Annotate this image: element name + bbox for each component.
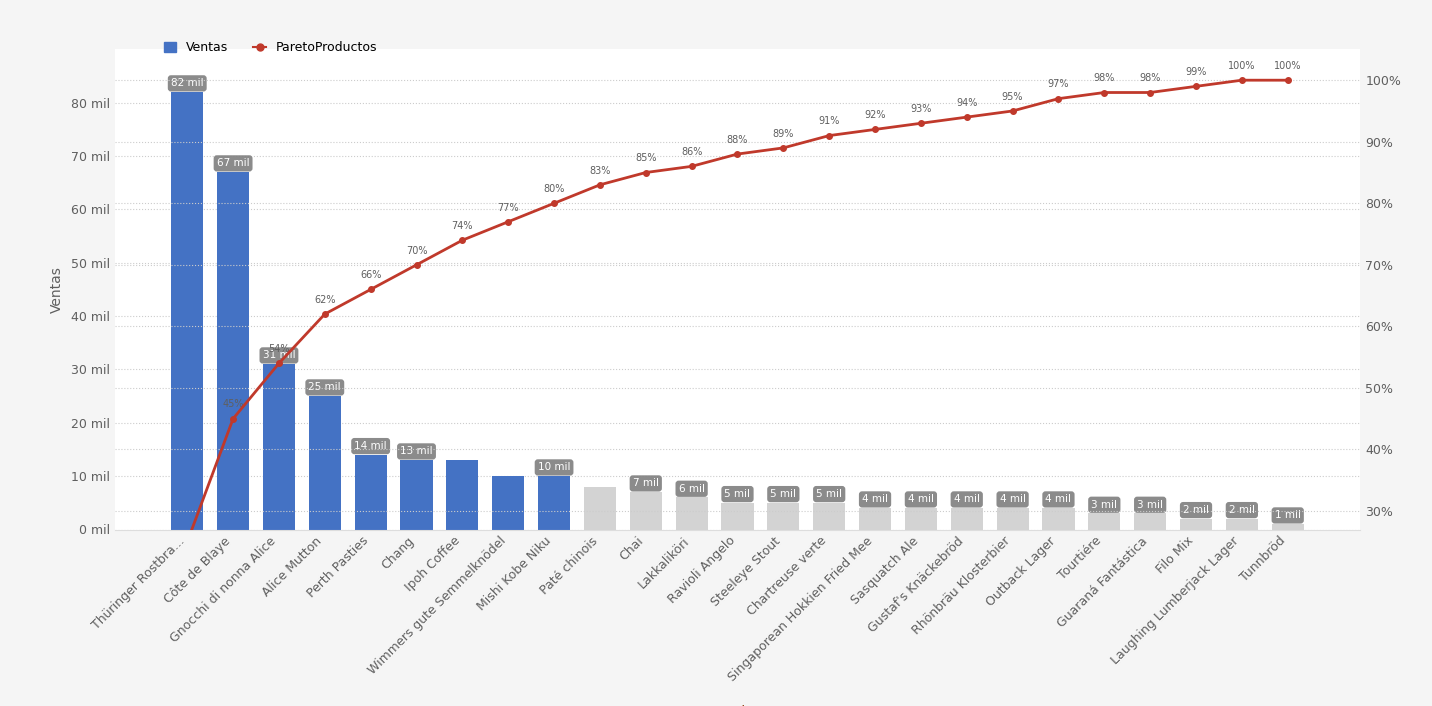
Bar: [722, 503, 753, 530]
Text: 4 mil: 4 mil: [862, 494, 888, 504]
Bar: [813, 503, 845, 530]
Bar: [309, 396, 341, 530]
Bar: [401, 460, 432, 530]
Text: 25 mil: 25 mil: [308, 383, 341, 393]
Text: 98%: 98%: [1140, 73, 1161, 83]
Text: 83%: 83%: [589, 166, 610, 176]
Y-axis label: Ventas: Ventas: [50, 266, 63, 313]
Text: 98%: 98%: [1094, 73, 1116, 83]
Bar: [1088, 513, 1120, 530]
Bar: [1134, 513, 1166, 530]
Bar: [172, 92, 203, 530]
Bar: [1272, 524, 1303, 530]
Text: 4 mil: 4 mil: [908, 494, 934, 504]
Text: 91%: 91%: [819, 116, 841, 126]
Text: 1 mil: 1 mil: [1274, 510, 1300, 520]
Text: 5 mil: 5 mil: [725, 489, 750, 499]
Bar: [1042, 508, 1074, 530]
Text: 94%: 94%: [957, 98, 978, 108]
Text: 100%: 100%: [1229, 61, 1256, 71]
Text: 66%: 66%: [359, 270, 381, 280]
Text: 97%: 97%: [1048, 80, 1070, 90]
Bar: [905, 508, 937, 530]
Text: 31 mil: 31 mil: [262, 350, 295, 360]
Text: 74%: 74%: [451, 221, 473, 231]
Text: 7 mil: 7 mil: [633, 479, 659, 489]
Bar: [768, 503, 799, 530]
Text: 62%: 62%: [314, 295, 335, 305]
Text: 93%: 93%: [911, 104, 932, 114]
Text: 67 mil: 67 mil: [216, 158, 249, 168]
Text: 4 mil: 4 mil: [954, 494, 979, 504]
Bar: [997, 508, 1028, 530]
Text: 5 mil: 5 mil: [770, 489, 796, 499]
Bar: [584, 487, 616, 530]
Bar: [218, 172, 249, 530]
Text: 45%: 45%: [222, 400, 243, 409]
Bar: [493, 476, 524, 530]
Text: 54%: 54%: [268, 344, 289, 354]
Text: 89%: 89%: [773, 128, 793, 138]
Bar: [859, 508, 891, 530]
Text: 100%: 100%: [1274, 61, 1302, 71]
Text: 14 mil: 14 mil: [354, 441, 387, 451]
Text: 99%: 99%: [1186, 67, 1207, 77]
Bar: [630, 492, 662, 530]
Bar: [447, 460, 478, 530]
Bar: [538, 476, 570, 530]
Text: 2 mil: 2 mil: [1229, 505, 1254, 515]
Text: 3 mil: 3 mil: [1137, 500, 1163, 510]
Bar: [263, 364, 295, 530]
Text: 82 mil: 82 mil: [170, 78, 203, 88]
Text: 5 mil: 5 mil: [816, 489, 842, 499]
Legend: Ventas, ParetoProductos: Ventas, ParetoProductos: [159, 37, 382, 59]
Text: 86%: 86%: [682, 147, 702, 157]
Text: 85%: 85%: [634, 153, 656, 163]
Text: 2 mil: 2 mil: [1183, 505, 1209, 515]
Text: 3 mil: 3 mil: [1091, 500, 1117, 510]
Text: 10 mil: 10 mil: [538, 462, 570, 472]
Bar: [355, 455, 387, 530]
Text: 92%: 92%: [865, 110, 886, 120]
Text: 80%: 80%: [543, 184, 564, 194]
Bar: [676, 498, 707, 530]
Text: 6 mil: 6 mil: [679, 484, 705, 493]
Text: 4 mil: 4 mil: [1000, 494, 1025, 504]
Text: 77%: 77%: [497, 203, 518, 213]
Text: 88%: 88%: [727, 135, 748, 145]
Text: 13 mil: 13 mil: [400, 446, 432, 456]
Text: 95%: 95%: [1002, 92, 1024, 102]
Text: 70%: 70%: [405, 246, 427, 256]
Bar: [951, 508, 982, 530]
Bar: [1180, 519, 1211, 530]
Bar: [1226, 519, 1257, 530]
X-axis label: Nombre: Nombre: [710, 705, 765, 706]
Text: 4 mil: 4 mil: [1045, 494, 1071, 504]
